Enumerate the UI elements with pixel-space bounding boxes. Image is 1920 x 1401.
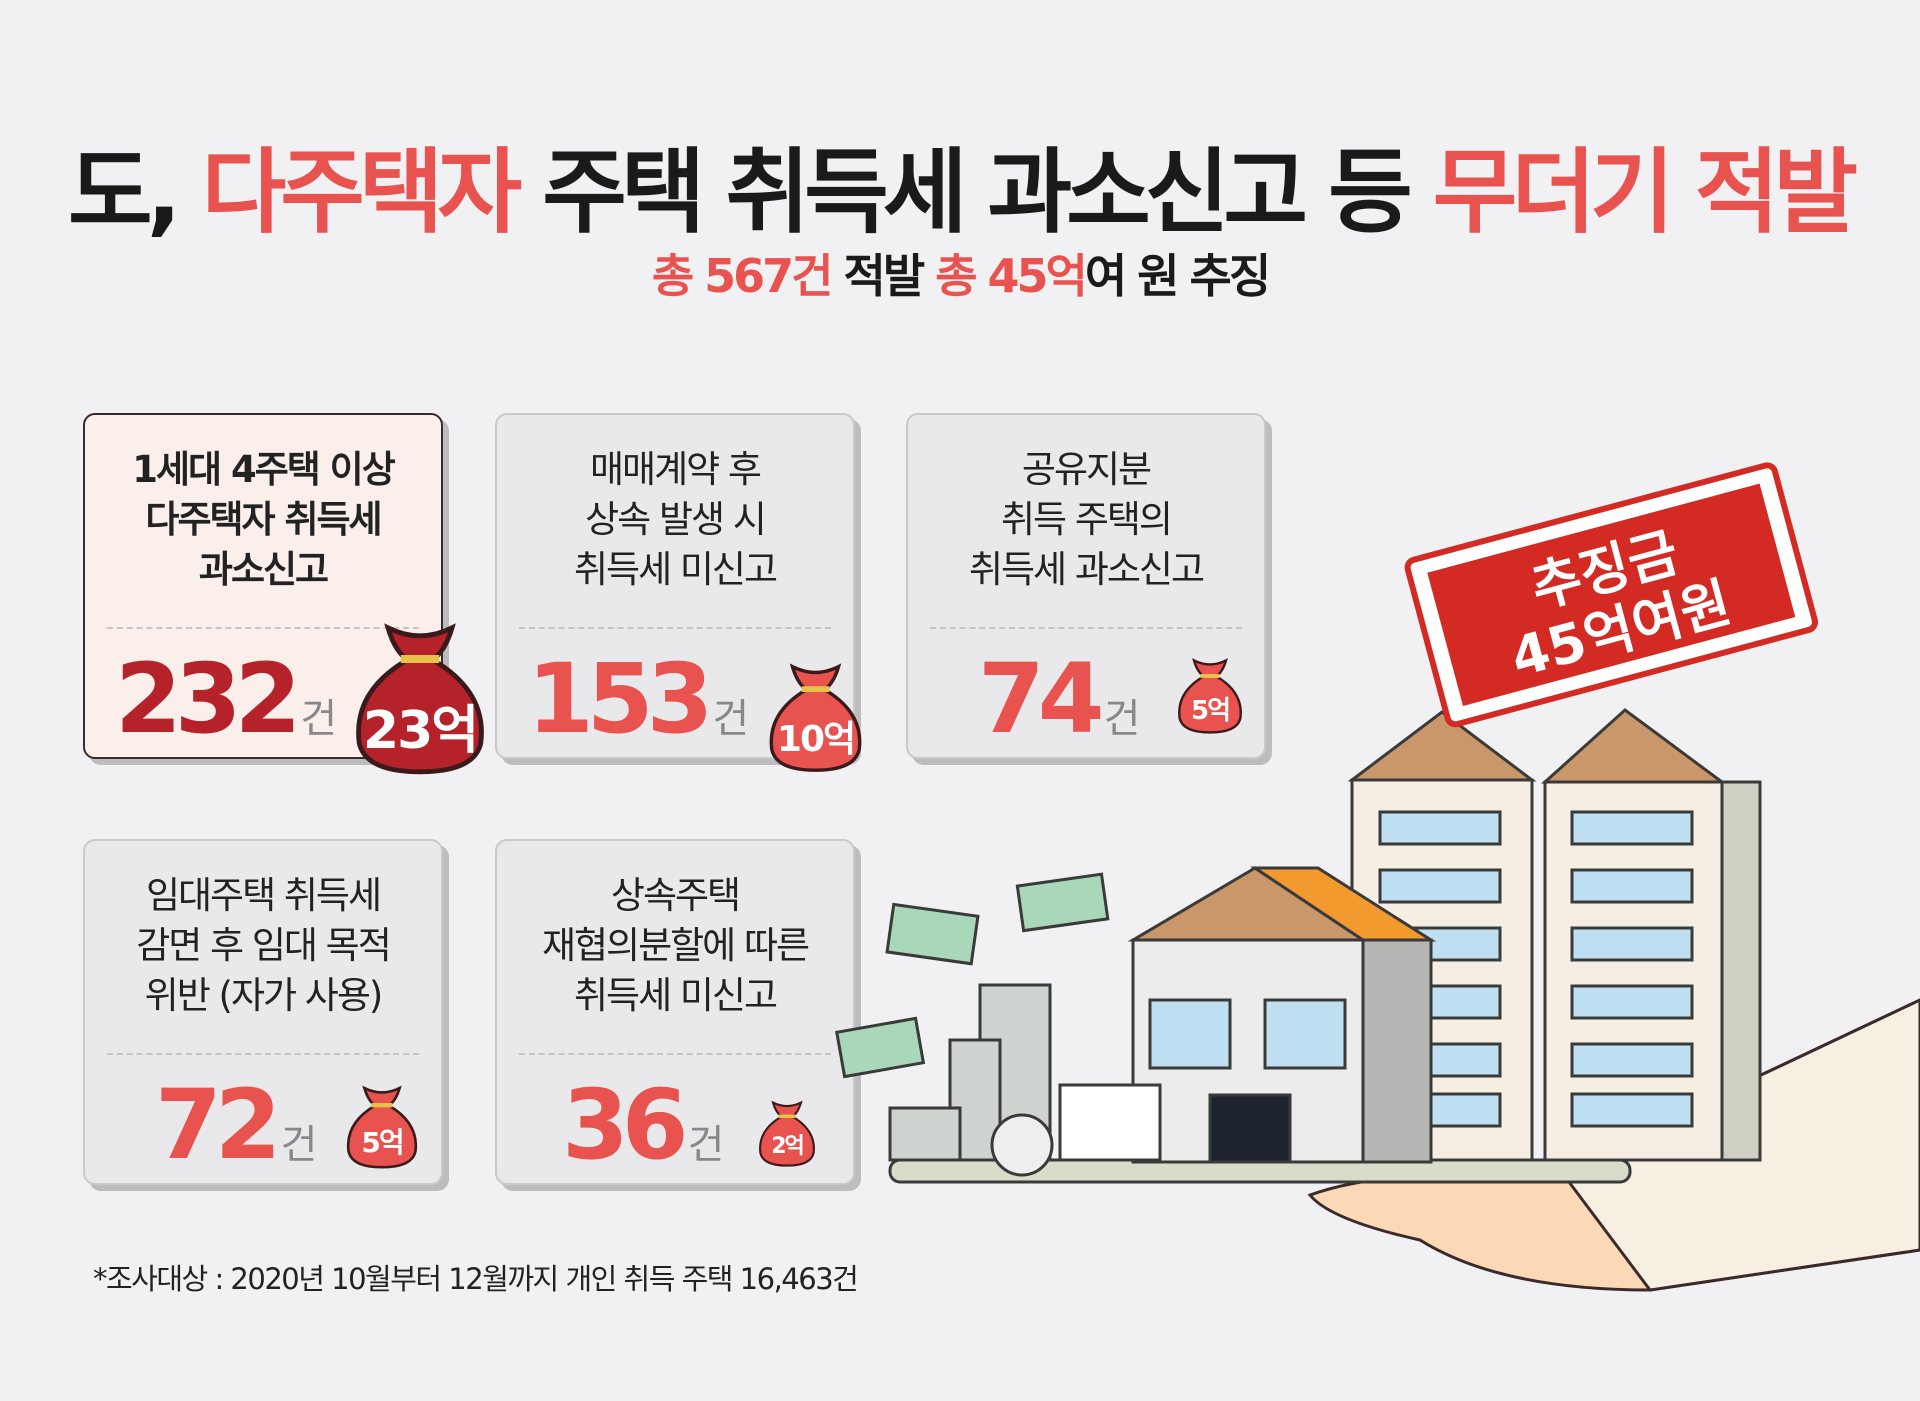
case-card: 1세대 4주택 이상 다주택자 취득세 과소신고 232 건 xyxy=(83,413,443,759)
subtitle-part: 여 원 추징 xyxy=(1084,249,1271,303)
case-count: 232 건 xyxy=(115,643,338,755)
coin-stacks-icon xyxy=(888,983,1162,1177)
divider xyxy=(107,627,419,629)
case-count: 153 건 xyxy=(527,643,750,755)
divider xyxy=(519,627,831,629)
title-highlight: 다주택자 xyxy=(201,139,523,246)
title-part: 도, xyxy=(68,139,202,246)
money-bag-icon: 5억 xyxy=(338,1075,426,1175)
case-count: 72 건 xyxy=(155,1069,318,1181)
case-description: 1세대 4주택 이상 다주택자 취득세 과소신고 xyxy=(132,448,396,591)
title-highlight: 무더기 적발 xyxy=(1432,139,1858,246)
stamp-text: 추징금 xyxy=(1525,520,1685,619)
case-description: 임대주택 취득세 감면 후 임대 목적 위반 (자가 사용) xyxy=(136,874,392,1017)
penalty-stamp: 추징금 45억여원 xyxy=(1404,462,1819,728)
stamp-text: 45억여원 xyxy=(1504,571,1737,690)
apartment-buildings xyxy=(1347,708,1762,1162)
divider xyxy=(930,627,1242,629)
hand-icon xyxy=(1307,998,1920,1292)
page-title: 도, 다주택자 주택 취득세 과소신고 등 무더기 적발 xyxy=(0,118,1920,251)
subtitle: 총 567건 적발 총 45억여 원 추징 xyxy=(0,240,1920,306)
subtitle-highlight: 총 45억 xyxy=(935,249,1088,303)
case-count: 74 건 xyxy=(978,643,1141,755)
subtitle-highlight: 총 567건 xyxy=(651,249,834,303)
house xyxy=(1127,866,1437,1164)
footnote: *조사대상 : 2020년 10월부터 12월까지 개인 취득 주택 16,46… xyxy=(93,1262,859,1296)
subtitle-part: 적발 xyxy=(830,249,936,303)
tray xyxy=(888,1158,1632,1184)
case-description: 공유지분 취득 주택의 취득세 과소신고 xyxy=(968,448,1205,591)
case-count: 36 건 xyxy=(562,1069,725,1181)
divider xyxy=(107,1053,419,1055)
money-bag-icon: 5억 xyxy=(1170,648,1250,740)
divider xyxy=(519,1053,831,1055)
case-description: 매매계약 후 상속 발생 시 취득세 미신고 xyxy=(573,448,778,591)
money-bag-icon: 23억 xyxy=(340,610,500,780)
case-description: 상속주택 재협의분할에 따른 취득세 미신고 xyxy=(541,874,810,1017)
case-card: 매매계약 후 상속 발생 시 취득세 미신고 153 건 xyxy=(495,413,855,759)
money-bag-icon: 10억 xyxy=(758,655,873,775)
banknote-icon xyxy=(835,872,1110,1079)
money-bag-icon: 2억 xyxy=(752,1092,822,1172)
title-part: 주택 취득세 과소신고 등 xyxy=(516,139,1433,246)
